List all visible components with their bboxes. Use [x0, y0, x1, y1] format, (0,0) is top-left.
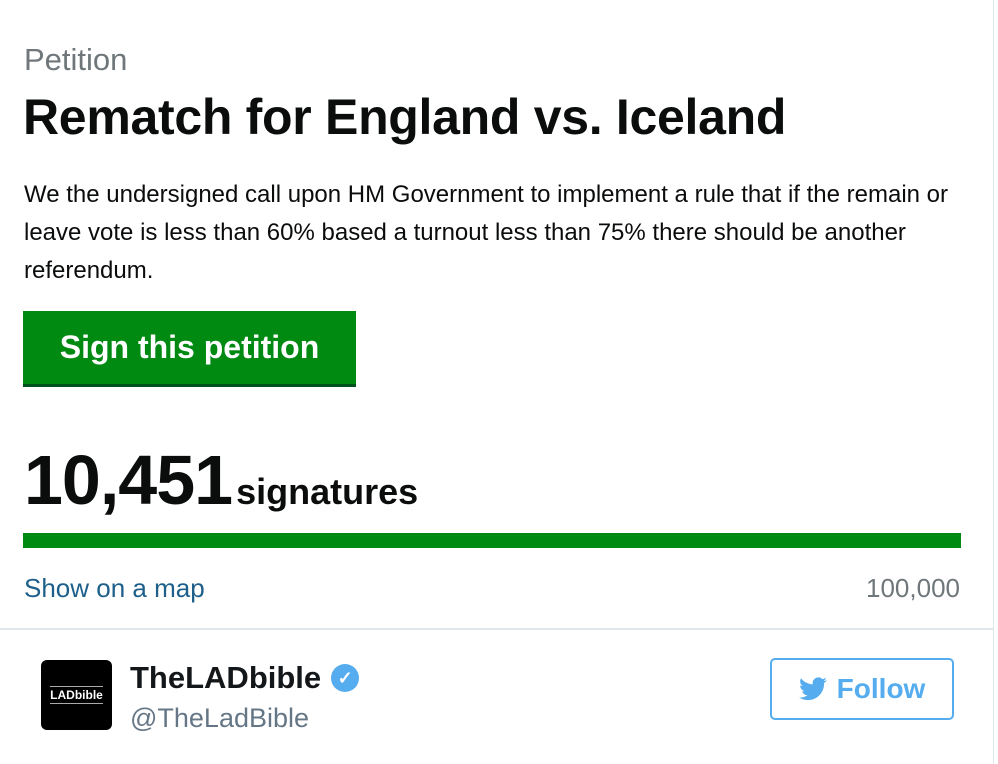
petition-kicker: Petition: [24, 42, 128, 77]
petition-title: Rematch for England vs. Iceland: [23, 89, 787, 145]
author-name[interactable]: TheLADbible ✓: [130, 660, 360, 696]
show-on-map-link[interactable]: Show on a map: [24, 573, 205, 603]
signature-count: 10,451 signatures: [24, 440, 418, 520]
card-border: [993, 0, 994, 764]
divider: [0, 628, 993, 630]
avatar[interactable]: LADbible: [41, 660, 112, 730]
follow-button[interactable]: Follow: [770, 658, 954, 720]
avatar-logo-text: LADbible: [50, 686, 103, 704]
petition-description: We the undersigned call upon HM Governme…: [24, 181, 949, 284]
signature-label: signatures: [236, 471, 419, 512]
signature-number: 10,451: [24, 441, 233, 519]
follow-label: Follow: [836, 673, 926, 704]
author-name-text: TheLADbible: [130, 660, 322, 695]
signature-progress-bar: [23, 533, 961, 548]
twitter-bird-icon: [798, 677, 827, 701]
signature-target: 100,000: [866, 573, 960, 603]
progress-fill: [23, 533, 961, 548]
sign-petition-button[interactable]: Sign this petition: [23, 311, 356, 387]
author-handle[interactable]: @TheLadBible: [130, 703, 310, 733]
verified-badge-icon: ✓: [331, 664, 360, 692]
